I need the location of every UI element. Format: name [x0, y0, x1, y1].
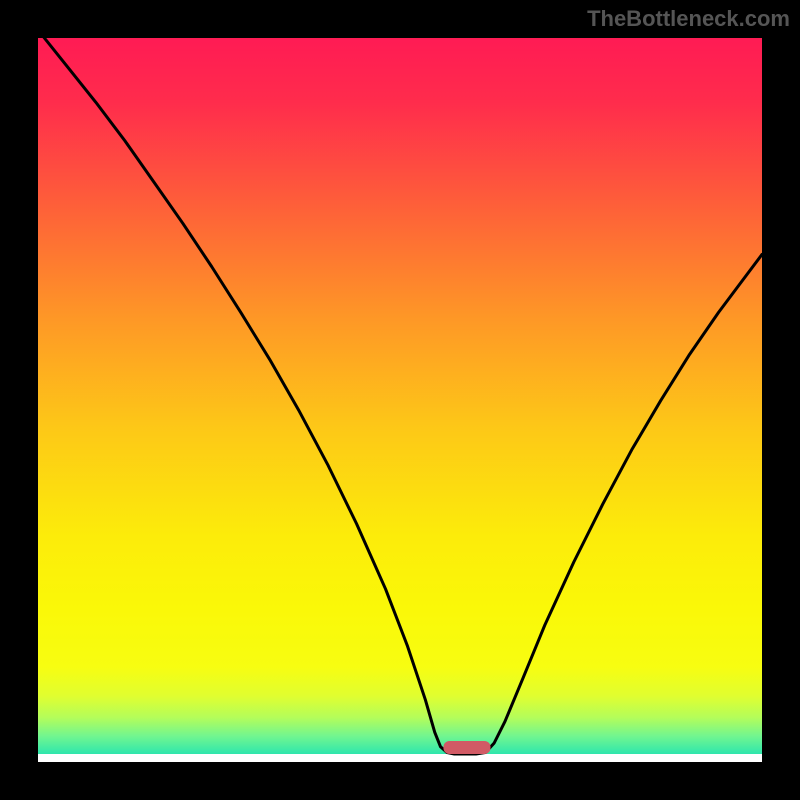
watermark-text: TheBottleneck.com: [587, 6, 790, 32]
bottleneck-chart: [0, 0, 800, 800]
chart-container: TheBottleneck.com: [0, 0, 800, 800]
plot-background: [38, 30, 762, 754]
bottleneck-marker: [443, 741, 490, 754]
